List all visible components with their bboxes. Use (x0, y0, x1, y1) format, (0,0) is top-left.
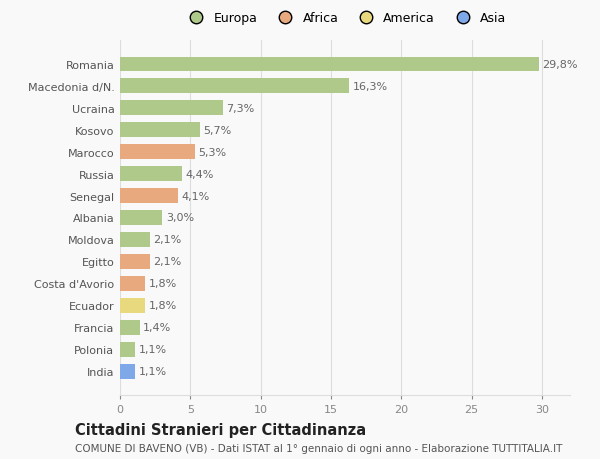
Bar (120, 145, 194, 159)
Bar (120, 57, 539, 72)
Text: 1,4%: 1,4% (143, 323, 172, 333)
Text: 1,8%: 1,8% (149, 279, 177, 289)
Bar (120, 79, 349, 94)
Text: Cittadini Stranieri per Cittadinanza: Cittadini Stranieri per Cittadinanza (75, 422, 366, 437)
Bar (120, 299, 145, 313)
Bar (120, 364, 136, 379)
Bar (120, 342, 136, 357)
Text: COMUNE DI BAVENO (VB) - Dati ISTAT al 1° gennaio di ogni anno - Elaborazione TUT: COMUNE DI BAVENO (VB) - Dati ISTAT al 1°… (75, 443, 562, 453)
Text: 4,1%: 4,1% (181, 191, 209, 201)
Bar (120, 277, 145, 291)
Bar (120, 233, 149, 247)
Bar (120, 189, 178, 203)
Bar (120, 123, 200, 137)
Bar (120, 255, 149, 269)
Text: 2,1%: 2,1% (153, 257, 181, 267)
Text: 2,1%: 2,1% (153, 235, 181, 245)
Text: 5,7%: 5,7% (203, 125, 232, 135)
Bar (120, 101, 223, 116)
Text: 1,8%: 1,8% (149, 301, 177, 311)
Text: 5,3%: 5,3% (198, 147, 226, 157)
Text: 4,4%: 4,4% (185, 169, 214, 179)
Bar (120, 167, 182, 181)
Text: 1,1%: 1,1% (139, 367, 167, 376)
Text: 7,3%: 7,3% (226, 103, 254, 113)
Text: 29,8%: 29,8% (542, 60, 578, 69)
Bar (120, 320, 140, 335)
Text: 3,0%: 3,0% (166, 213, 194, 223)
Legend: Europa, Africa, America, Asia: Europa, Africa, America, Asia (184, 12, 506, 25)
Text: 1,1%: 1,1% (139, 345, 167, 355)
Text: 16,3%: 16,3% (353, 81, 388, 91)
Bar (120, 211, 162, 225)
